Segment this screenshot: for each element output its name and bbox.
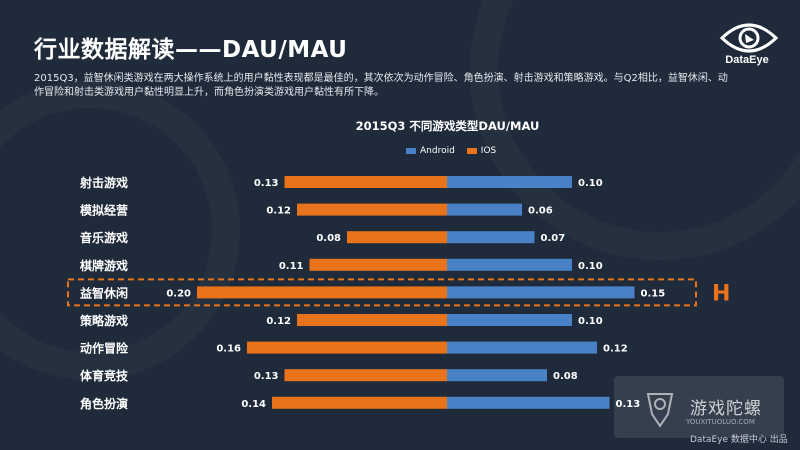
- value-label-ios-2: 0.08: [316, 233, 341, 244]
- bar-android-8: [447, 396, 610, 409]
- value-label-android-1: 0.06: [528, 206, 553, 217]
- bar-android-3: [447, 258, 572, 271]
- legend-android-label: Android: [420, 146, 455, 156]
- bar-android-5: [447, 314, 572, 326]
- category-label-3: 棋牌游戏: [80, 258, 128, 273]
- value-label-ios-6: 0.16: [216, 344, 241, 355]
- value-label-android-0: 0.10: [578, 178, 603, 189]
- value-label-ios-8: 0.14: [241, 399, 266, 410]
- watermark-url: YOUXITUOLUO.COM: [686, 418, 755, 426]
- category-label-2: 音乐游戏: [80, 230, 128, 245]
- bar-android-1: [447, 203, 522, 216]
- bar-android-7: [447, 369, 547, 382]
- legend-ios: IOS: [466, 146, 497, 156]
- bar-ios-4: [197, 286, 447, 299]
- dataeye-logo-icon: [719, 23, 779, 53]
- value-label-android-3: 0.10: [578, 261, 603, 272]
- category-label-0: 射击游戏: [79, 175, 128, 190]
- legend-android-swatch: [406, 148, 416, 154]
- value-label-android-2: 0.07: [541, 233, 566, 244]
- chart-title: 2015Q3 不同游戏类型DAU/MAU: [355, 119, 540, 133]
- bar-android-4: [447, 286, 635, 299]
- value-label-ios-0: 0.13: [254, 178, 279, 189]
- category-label-8: 角色扮演: [80, 396, 128, 411]
- watermark-text: 游戏陀螺: [690, 399, 762, 419]
- gyroscope-icon: [646, 393, 674, 428]
- bar-ios-5: [297, 314, 447, 326]
- bar-ios-0: [284, 176, 447, 188]
- value-label-ios-4: 0.20: [166, 288, 191, 299]
- category-label-6: 动作冒险: [80, 341, 129, 356]
- highlight-mark: H: [712, 281, 730, 306]
- bar-ios-2: [347, 231, 447, 244]
- bar-ios-7: [284, 369, 447, 382]
- category-label-5: 策略游戏: [80, 313, 128, 328]
- category-label-4: 益智休闲: [80, 285, 128, 300]
- bar-android-0: [447, 176, 572, 188]
- value-label-ios-7: 0.13: [254, 371, 279, 382]
- category-label-1: 模拟经营: [80, 203, 128, 218]
- bar-ios-6: [247, 341, 447, 354]
- category-label-7: 体育竞技: [80, 368, 129, 383]
- watermark-box: [614, 376, 784, 438]
- bar-android-6: [447, 341, 597, 354]
- value-label-android-4: 0.15: [641, 288, 666, 299]
- value-label-android-8: 0.13: [616, 399, 641, 410]
- bar-ios-8: [272, 396, 447, 409]
- chart-legend: Android IOS: [406, 146, 496, 156]
- value-label-android-6: 0.12: [603, 344, 628, 355]
- legend-ios-label: IOS: [480, 146, 497, 156]
- highlight-box: [67, 278, 697, 307]
- bar-ios-3: [309, 258, 447, 271]
- value-label-ios-3: 0.11: [279, 261, 304, 272]
- value-label-ios-1: 0.12: [266, 206, 291, 217]
- bar-ios-1: [297, 203, 447, 216]
- bar-android-2: [447, 231, 535, 244]
- legend-android: Android: [406, 146, 455, 156]
- value-label-android-5: 0.10: [578, 316, 603, 327]
- brand-name: DataEye: [725, 54, 769, 66]
- page-title: 行业数据解读——DAU/MAU: [34, 37, 348, 63]
- legend-ios-swatch: [466, 148, 477, 154]
- value-label-ios-5: 0.12: [266, 316, 291, 327]
- description-text: 2015Q3，益智休闲类游戏在两大操作系统上的用户黏性表现都是最佳的，其次依次为…: [34, 73, 728, 98]
- footer-credit: DataEye 数据中心 出品: [690, 435, 788, 445]
- value-label-android-7: 0.08: [553, 371, 578, 382]
